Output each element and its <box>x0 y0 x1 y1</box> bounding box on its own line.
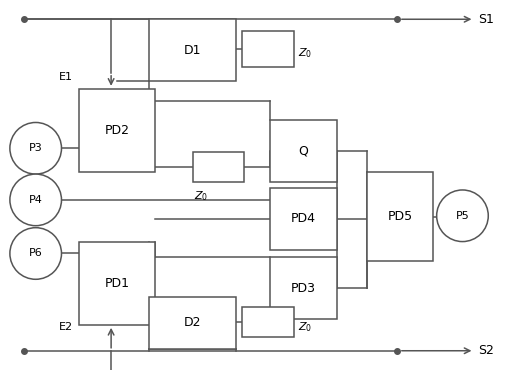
Text: $Z_0$: $Z_0$ <box>298 320 312 334</box>
FancyBboxPatch shape <box>270 188 337 250</box>
FancyBboxPatch shape <box>79 242 155 325</box>
Text: P5: P5 <box>456 211 469 221</box>
Text: $Z_0$: $Z_0$ <box>298 46 312 60</box>
Text: PD3: PD3 <box>291 282 316 295</box>
Text: S2: S2 <box>478 344 494 357</box>
Circle shape <box>437 190 488 242</box>
Text: S1: S1 <box>478 13 494 26</box>
Text: D1: D1 <box>184 43 202 56</box>
Text: $Z_0$: $Z_0$ <box>194 189 209 203</box>
FancyBboxPatch shape <box>242 31 294 67</box>
Text: P3: P3 <box>29 143 42 153</box>
FancyBboxPatch shape <box>149 297 236 349</box>
FancyBboxPatch shape <box>149 19 236 81</box>
FancyBboxPatch shape <box>79 89 155 172</box>
Text: D2: D2 <box>184 316 202 329</box>
Text: PD1: PD1 <box>105 277 130 290</box>
FancyBboxPatch shape <box>270 121 337 182</box>
Text: P6: P6 <box>29 249 42 259</box>
Text: PD5: PD5 <box>387 210 412 223</box>
Text: E1: E1 <box>59 72 73 82</box>
FancyBboxPatch shape <box>270 257 337 319</box>
Circle shape <box>10 174 62 226</box>
Text: Q: Q <box>299 145 309 158</box>
Text: P4: P4 <box>28 195 42 205</box>
FancyBboxPatch shape <box>242 307 294 337</box>
Text: PD4: PD4 <box>291 212 316 225</box>
Text: PD2: PD2 <box>105 124 130 137</box>
FancyBboxPatch shape <box>193 152 244 182</box>
Circle shape <box>10 228 62 279</box>
FancyBboxPatch shape <box>367 172 433 262</box>
Text: E2: E2 <box>59 322 73 332</box>
Circle shape <box>10 122 62 174</box>
